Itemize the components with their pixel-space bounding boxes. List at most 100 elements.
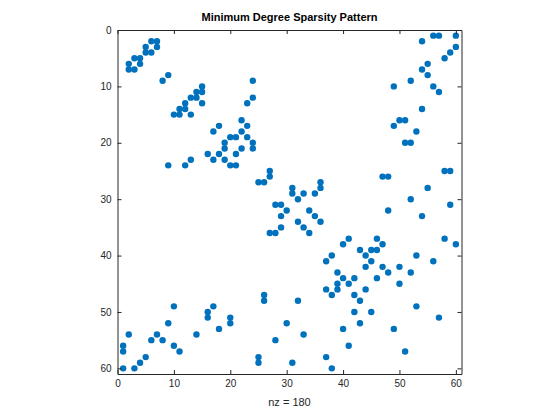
nonzero [447, 49, 453, 55]
nonzero [244, 100, 250, 106]
x-top-tick-mark [230, 30, 231, 34]
x-top-tick-mark [343, 30, 344, 34]
nonzero [317, 185, 323, 191]
nonzero [182, 106, 188, 112]
nonzero [221, 157, 227, 163]
x-axis-title: nz = 180 [268, 396, 311, 408]
y-right-axis [458, 31, 463, 375]
nonzero [233, 134, 239, 140]
nonzero [210, 128, 216, 134]
nonzero [171, 111, 177, 117]
nonzero [210, 157, 216, 163]
x-top-tick-mark [174, 30, 175, 34]
nonzero [283, 320, 289, 326]
x-tick: 10 [169, 370, 181, 389]
x-tick: 20 [225, 370, 237, 389]
nonzero [357, 247, 363, 253]
nonzero [368, 258, 374, 264]
nonzero [289, 185, 295, 191]
nonzero [289, 360, 295, 366]
nonzero [255, 360, 261, 366]
y-right-tick-mark [458, 312, 462, 313]
x-tick: 50 [394, 370, 406, 389]
nonzero [346, 281, 352, 287]
nonzero [188, 157, 194, 163]
nonzero [357, 320, 363, 326]
nonzero [317, 219, 323, 225]
y-right-tick [458, 256, 462, 257]
x-top-axis-line [118, 30, 462, 31]
nonzero [250, 94, 256, 100]
nonzero [379, 241, 385, 247]
x-tick-label: 60 [451, 378, 463, 389]
nonzero [385, 173, 391, 179]
y-right-tick [458, 143, 462, 144]
x-tick-label: 0 [115, 378, 121, 389]
x-tick-mark [456, 370, 457, 374]
nonzero [120, 343, 126, 349]
nonzero [436, 89, 442, 95]
x-top-tick-mark [456, 30, 457, 34]
nonzero [351, 309, 357, 315]
nonzero [278, 202, 284, 208]
nonzero [430, 83, 436, 89]
nonzero [340, 241, 346, 247]
nonzero [131, 66, 137, 72]
y-right-tick-mark [458, 368, 462, 369]
nonzero [340, 275, 346, 281]
nonzero [233, 151, 239, 157]
nonzero [126, 331, 132, 337]
y-right-tick-mark [458, 86, 462, 87]
nonzero [453, 241, 459, 247]
nonzero [362, 286, 368, 292]
nonzero [379, 173, 385, 179]
nonzero [193, 331, 199, 337]
nonzero [148, 49, 154, 55]
nonzero [312, 190, 318, 196]
y-right-tick [458, 86, 462, 87]
x-tick-mark [343, 370, 344, 374]
x-tick: 60 [451, 370, 463, 389]
nonzero [227, 320, 233, 326]
nonzero [131, 55, 137, 61]
x-axis-line [118, 374, 462, 375]
nonzero [323, 258, 329, 264]
nonzero [272, 230, 278, 236]
nonzero [430, 258, 436, 264]
nonzero [408, 196, 414, 202]
y-right-tick [458, 30, 462, 31]
nonzero [126, 61, 132, 67]
y-right-axis-line [462, 31, 463, 375]
nonzero [300, 190, 306, 196]
nonzero [216, 326, 222, 332]
plot-area [118, 30, 462, 374]
nonzero [396, 264, 402, 270]
x-tick-mark [399, 370, 400, 374]
y-right-tick-mark [458, 143, 462, 144]
nonzero [250, 145, 256, 151]
x-top-tick-mark [287, 30, 288, 34]
nonzero [329, 292, 335, 298]
nonzero [424, 72, 430, 78]
nonzero [424, 185, 430, 191]
y-tick: 30 [100, 194, 121, 205]
nonzero [396, 281, 402, 287]
nonzero [267, 230, 273, 236]
nonzero [120, 348, 126, 354]
nonzero [408, 78, 414, 84]
x-tick: 40 [338, 370, 350, 389]
nonzero [227, 134, 233, 140]
nonzero [154, 331, 160, 337]
nonzero [142, 49, 148, 55]
x-top-tick-mark [399, 30, 400, 34]
x-top-axis [118, 30, 462, 34]
nonzero [357, 297, 363, 303]
nonzero [131, 365, 137, 371]
nonzero [216, 151, 222, 157]
nonzero [255, 179, 261, 185]
nonzero [351, 275, 357, 281]
nonzero [436, 32, 442, 38]
nonzero [261, 297, 267, 303]
y-tick: 50 [100, 307, 121, 318]
y-right-tick [458, 368, 462, 369]
